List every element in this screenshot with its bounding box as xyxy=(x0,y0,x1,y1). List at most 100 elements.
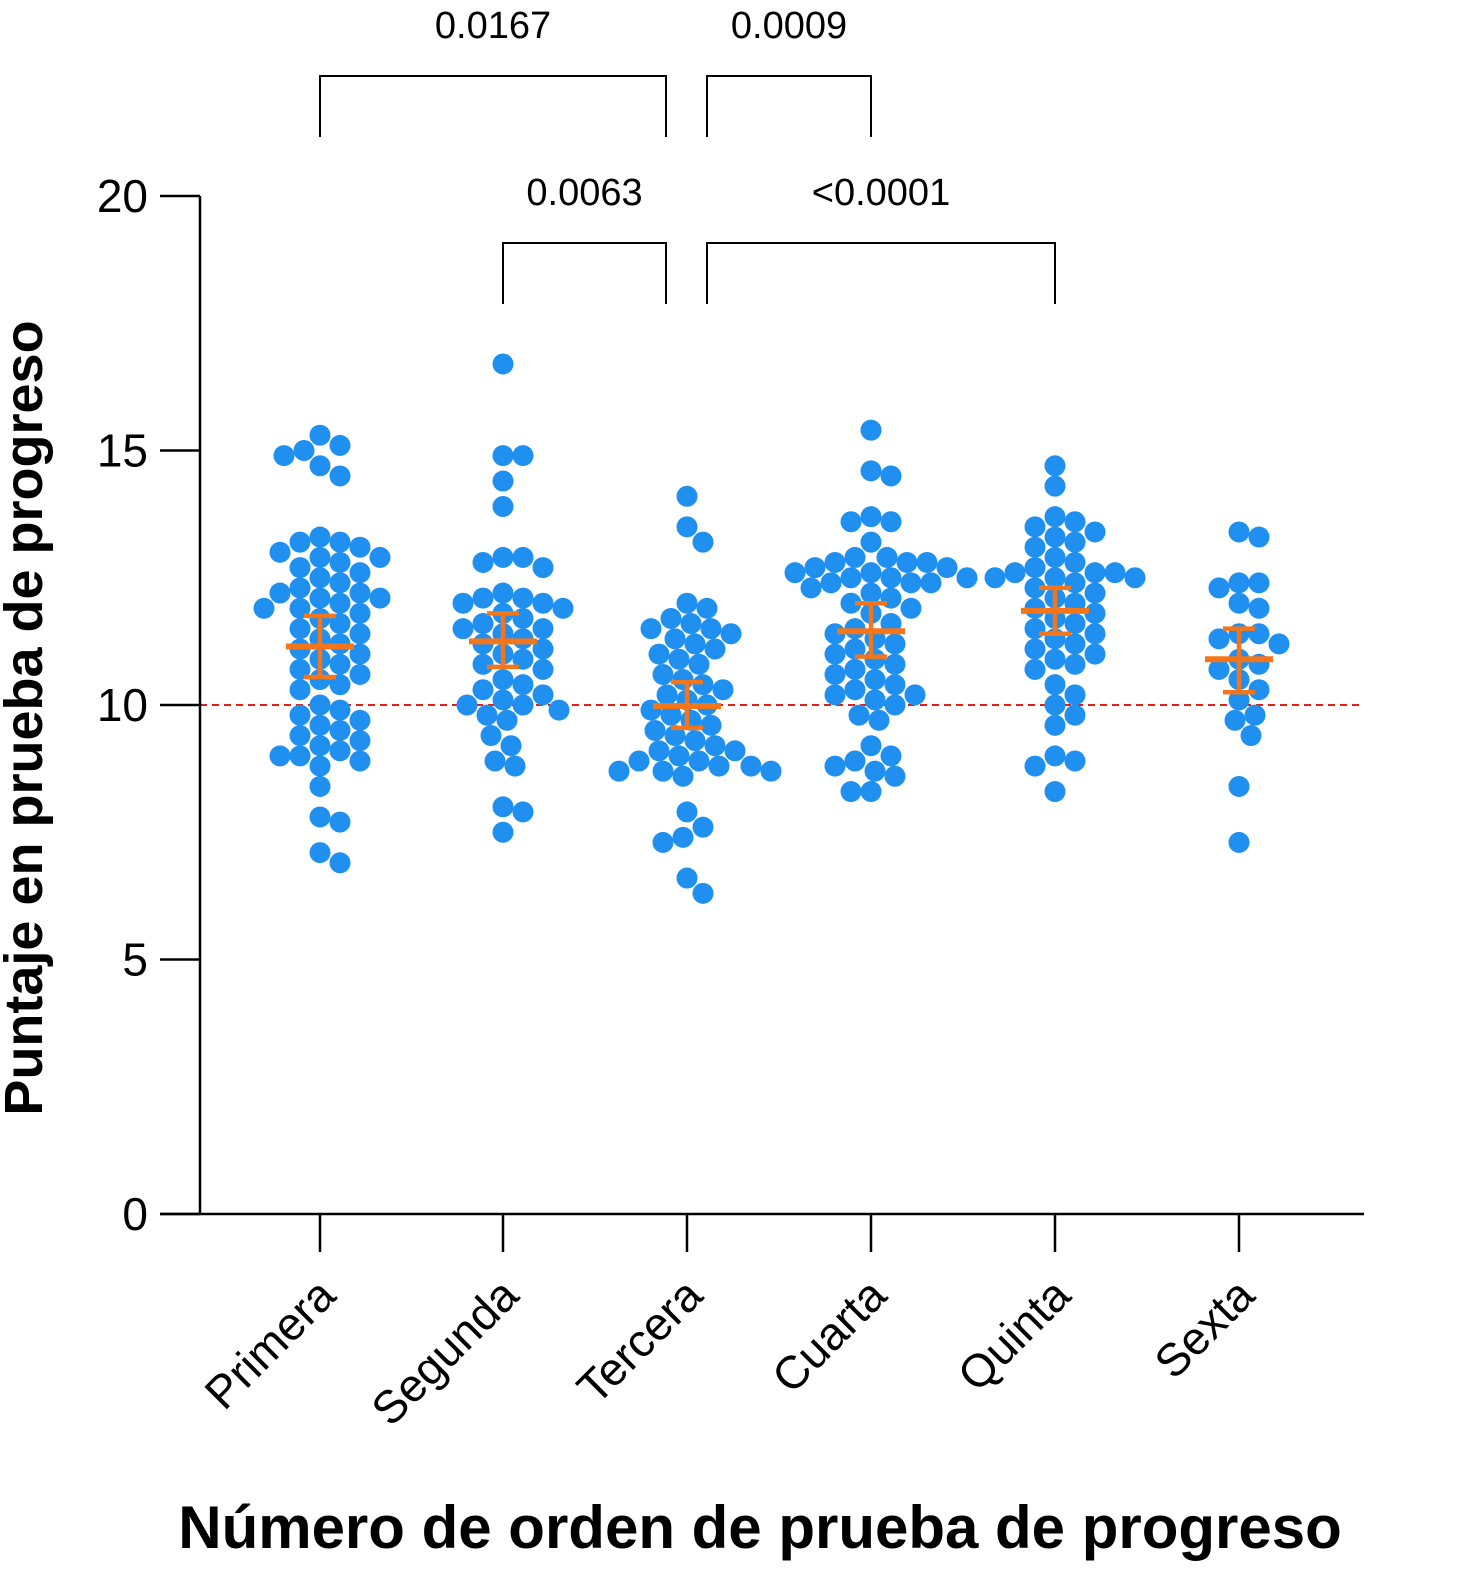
data-point-segunda xyxy=(480,725,502,747)
data-point-segunda xyxy=(492,495,514,517)
data-point-quinta xyxy=(1024,755,1046,777)
data-point-quinta xyxy=(1024,638,1046,660)
data-point-segunda xyxy=(472,551,494,573)
data-point-cuarta xyxy=(860,582,882,604)
data-point-tercera xyxy=(692,816,714,838)
data-point-cuarta xyxy=(844,658,866,680)
data-point-primera xyxy=(253,597,275,619)
data-point-tercera xyxy=(664,628,686,650)
data-point-cuarta xyxy=(824,551,846,573)
data-point-primera xyxy=(349,730,371,752)
data-point-segunda xyxy=(512,445,534,467)
data-point-tercera xyxy=(676,801,698,823)
data-point-cuarta xyxy=(844,679,866,701)
x-tick-label-tercera: Tercera xyxy=(567,1268,713,1414)
data-point-tercera xyxy=(712,679,734,701)
data-point-quinta xyxy=(1084,562,1106,584)
data-point-quinta xyxy=(1064,684,1086,706)
data-point-segunda xyxy=(496,709,518,731)
data-point-tercera xyxy=(668,648,690,670)
data-point-sexta xyxy=(1228,689,1250,711)
data-point-tercera xyxy=(740,755,762,777)
data-point-cuarta xyxy=(880,511,902,533)
data-point-quinta xyxy=(1024,557,1046,579)
data-point-sexta xyxy=(1240,725,1262,747)
data-point-tercera xyxy=(648,740,670,762)
data-point-primera xyxy=(289,679,311,701)
data-point-primera xyxy=(269,582,291,604)
data-point-cuarta xyxy=(820,572,842,594)
data-point-primera xyxy=(273,445,295,467)
data-point-primera xyxy=(289,704,311,726)
data-point-primera xyxy=(309,455,331,477)
data-point-primera xyxy=(309,669,331,691)
data-point-cuarta xyxy=(840,592,862,614)
data-point-sexta xyxy=(1248,597,1270,619)
data-point-cuarta xyxy=(896,551,918,573)
data-point-cuarta xyxy=(884,633,906,655)
data-point-primera xyxy=(369,546,391,568)
data-point-cuarta xyxy=(860,562,882,584)
data-point-cuarta xyxy=(904,684,926,706)
data-point-quinta xyxy=(1064,613,1086,635)
data-point-primera xyxy=(329,674,351,696)
data-point-primera xyxy=(309,806,331,828)
significance-brackets: 0.0167 0.0009 0.0063 <0.0001 xyxy=(319,5,1056,304)
data-point-cuarta xyxy=(844,750,866,772)
data-point-cuarta xyxy=(936,557,958,579)
data-point-primera xyxy=(309,587,331,609)
data-point-primera xyxy=(349,562,371,584)
data-point-tercera xyxy=(664,725,686,747)
data-point-cuarta xyxy=(900,572,922,594)
data-point-primera xyxy=(269,745,291,767)
data-point-segunda xyxy=(476,704,498,726)
data-point-cuarta xyxy=(876,546,898,568)
data-point-primera xyxy=(309,567,331,589)
data-point-sexta xyxy=(1244,704,1266,726)
data-point-tercera xyxy=(700,714,722,736)
data-point-tercera xyxy=(676,867,698,889)
data-point-quinta xyxy=(1084,602,1106,624)
y-axis-label: Puntaje en prueba de progreso xyxy=(0,320,54,1115)
data-point-tercera xyxy=(680,613,702,635)
data-point-cuarta xyxy=(800,577,822,599)
data-point-primera xyxy=(329,740,351,762)
data-point-primera xyxy=(289,577,311,599)
data-point-segunda xyxy=(532,618,554,640)
data-point-cuarta xyxy=(844,638,866,660)
data-point-primera xyxy=(289,745,311,767)
data-point-tercera xyxy=(692,674,714,696)
data-point-primera xyxy=(349,750,371,772)
data-point-quinta xyxy=(1044,781,1066,803)
y-tick-label-0: 0 xyxy=(122,1188,148,1240)
data-point-primera xyxy=(329,551,351,573)
data-point-quinta xyxy=(1024,516,1046,538)
data-point-quinta xyxy=(1044,648,1066,670)
data-point-tercera xyxy=(640,618,662,640)
data-point-sexta xyxy=(1228,521,1250,543)
data-point-quinta xyxy=(1044,714,1066,736)
data-point-sexta xyxy=(1228,572,1250,594)
data-point-segunda xyxy=(472,587,494,609)
data-point-primera xyxy=(349,709,371,731)
data-point-quinta xyxy=(1064,633,1086,655)
data-point-tercera xyxy=(692,882,714,904)
data-point-tercera xyxy=(672,826,694,848)
data-point-segunda xyxy=(452,618,474,640)
data-point-cuarta xyxy=(920,572,942,594)
data-point-segunda xyxy=(512,607,534,629)
data-point-cuarta xyxy=(868,709,890,731)
data-point-primera xyxy=(289,658,311,680)
x-tick-label-sexta: Sexta xyxy=(1144,1268,1264,1388)
data-point-sexta xyxy=(1224,709,1246,731)
x-ticks: Primera Segunda Tercera Cuarta Quinta Sexta xyxy=(194,1214,1264,1435)
data-point-cuarta xyxy=(880,567,902,589)
data-point-quinta xyxy=(1044,526,1066,548)
data-point-segunda xyxy=(512,801,534,823)
data-point-sexta xyxy=(1248,623,1270,645)
data-point-sexta xyxy=(1208,628,1230,650)
data-point-cuarta xyxy=(840,781,862,803)
data-point-tercera xyxy=(672,669,694,691)
data-point-segunda xyxy=(512,674,534,696)
data-point-tercera xyxy=(760,760,782,782)
